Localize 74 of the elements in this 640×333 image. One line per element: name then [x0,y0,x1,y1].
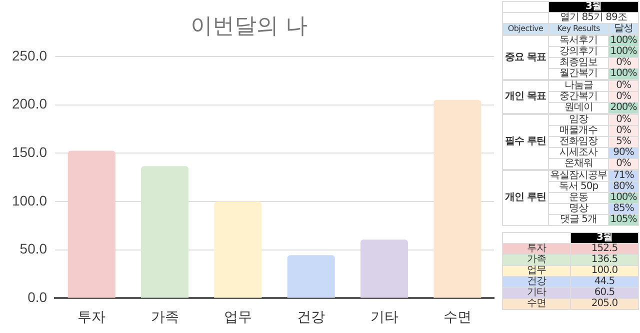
category-label: 독서후기 [548,35,608,46]
text: 개인 목표 [502,80,548,114]
x-tick-label: 업무 [224,308,252,324]
category-label: 최종임보 [548,57,608,68]
text: 3월 [548,1,638,12]
data-label: 0% [608,91,638,102]
data-label: 100% [608,46,638,58]
y-tick-label: 200.0 [12,96,48,112]
text: 중요 목표 [502,36,548,80]
data-label: 152.5 [570,243,638,254]
category-label: 독서 50p [548,181,608,192]
y-tick-label: 0.0 [28,289,48,306]
data-label: 105% [608,214,638,226]
category-label: 운동 [548,192,608,204]
data-label: 0% [608,80,638,92]
y-tick-label: 250.0 [12,47,48,64]
data-label: 100% [608,68,638,80]
data-label: 100% [608,35,638,46]
category-label: 수면 [502,298,570,310]
data-label: 0% [608,57,638,68]
text: 3월 [570,232,638,244]
data-label: 0% [608,125,638,136]
category-label: 기타 [502,287,570,298]
category-label: 욕실잠시공부 [548,170,608,182]
category-label: 임장 [548,114,608,126]
text: 개인 루틴 [502,170,548,226]
data-label: 5% [608,136,638,148]
data-label: 0% [608,114,638,126]
y-tick-label: 50.0 [20,240,48,257]
x-tick-label: 수면 [443,308,472,324]
data-label: 80% [608,181,638,192]
text: 달성 [608,23,638,34]
data-label: 205.0 [570,298,638,310]
category-label: 온채워 [548,158,608,170]
x-tick-label: 건강 [297,308,326,324]
category-label: 가족 [502,254,570,266]
bar [68,150,116,298]
bar [141,166,189,298]
category-label: 매물개수 [548,125,608,136]
data-label: 44.5 [570,276,638,288]
data-label: 71% [608,170,638,182]
text: 열기 85기 89조 [548,12,638,24]
chart-title: 이번달의 나 [190,14,308,39]
data-label: 90% [608,147,638,158]
y-tick-label: 150.0 [12,144,48,160]
data-label: 200% [608,102,638,114]
category-label: 전화임장 [548,136,608,148]
category-label: 원데이 [548,102,608,114]
bar [214,201,262,298]
x-tick-label: 기타 [370,308,398,324]
data-label: 100.0 [570,265,638,276]
category-label: 나눔글 [548,80,608,92]
category-label: 투자 [502,243,570,254]
bar [434,100,482,298]
data-label: 0% [608,158,638,170]
category-label: 업무 [502,265,570,276]
y-tick-label: 100.0 [12,192,48,208]
data-label: 136.5 [570,254,638,266]
category-label: 명상 [548,203,608,214]
bar [287,255,335,298]
text: 필수 루틴 [502,114,548,170]
category-label: 건강 [502,276,570,288]
category-label: 중간복기 [548,91,608,102]
category-label: 시세조사 [548,147,608,158]
text: Key Results [548,24,608,34]
data-label: 85% [608,203,638,214]
category-label: 강의후기 [548,46,608,58]
category-label: 월간복기 [548,68,608,80]
x-tick-label: 투자 [78,308,106,324]
data-label: 100% [608,192,638,204]
category-label: 댓글 5개 [548,214,608,226]
data-label: 60.5 [570,287,638,298]
text: Objective [502,24,548,34]
x-tick-label: 가족 [150,308,179,324]
